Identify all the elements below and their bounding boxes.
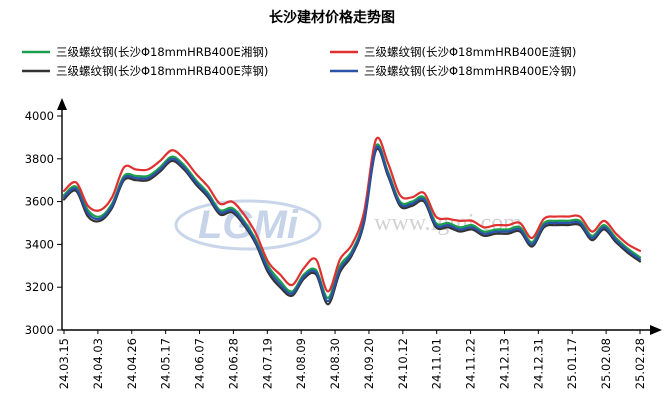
- chart-title: 长沙建材价格走势图: [269, 9, 395, 26]
- y-tick-label: 3200: [25, 280, 54, 294]
- axes: 3000 3200 3400 3600 3800 4000 24.03.15 24.04.03…: [25, 98, 662, 389]
- x-tick-label: 24.06.07: [193, 338, 207, 389]
- x-tick-label: 24.10.12: [396, 338, 410, 389]
- series-line: [62, 145, 642, 303]
- x-tick-label: 24.05.17: [159, 338, 173, 389]
- series-line: [62, 147, 642, 306]
- x-tick-label: 25.02.08: [599, 338, 613, 389]
- x-tick-label: 24.06.28: [226, 338, 240, 389]
- legend-entry: 三级螺纹钢(长沙Φ18mmHRB400E萍钢): [56, 64, 268, 78]
- x-tick-label: 24.07.19: [260, 338, 274, 389]
- legend-entry: 三级螺纹钢(长沙Φ18mmHRB400E湘钢): [56, 45, 268, 59]
- y-tick-label: 4000: [25, 109, 54, 123]
- watermark-logo-text: LGMi: [198, 203, 299, 247]
- x-tick-label: 24.12.31: [531, 338, 545, 389]
- x-tick-label: 24.11.22: [464, 338, 478, 389]
- watermark-ring: [174, 199, 322, 251]
- legend-entry: 三级螺纹钢(长沙Φ18mmHRB400E涟钢): [364, 45, 576, 59]
- y-axis-arrow: [57, 98, 67, 110]
- legend: 三级螺纹钢(长沙Φ18mmHRB400E湘钢) 三级螺纹钢(长沙Φ18mmHRB4…: [22, 45, 576, 78]
- x-tick-label: 24.12.13: [497, 338, 511, 389]
- legend-entry: 三级螺纹钢(长沙Φ18mmHRB400E冷钢): [364, 64, 576, 78]
- x-tick-label: 24.04.26: [125, 338, 139, 389]
- x-tick-label: 24.04.03: [91, 338, 105, 389]
- series-layer: [62, 136, 642, 306]
- x-tick-label: 24.09.20: [362, 338, 376, 389]
- x-tick-label: 24.03.15: [57, 338, 71, 389]
- y-tick-label: 3800: [25, 152, 54, 166]
- y-tick-label: 3400: [25, 237, 54, 251]
- x-tick-label: 24.11.01: [430, 338, 444, 389]
- x-tick-label: 25.01.17: [565, 338, 579, 389]
- x-axis-arrow: [650, 325, 662, 335]
- x-tick-label: 24.08.30: [328, 338, 342, 389]
- series-line: [62, 136, 642, 293]
- x-tick-label: 24.08.09: [294, 338, 308, 389]
- y-tick-label: 3000: [25, 323, 54, 337]
- x-tick-label: 25.02.28: [633, 338, 647, 389]
- y-tick-label: 3600: [25, 195, 54, 209]
